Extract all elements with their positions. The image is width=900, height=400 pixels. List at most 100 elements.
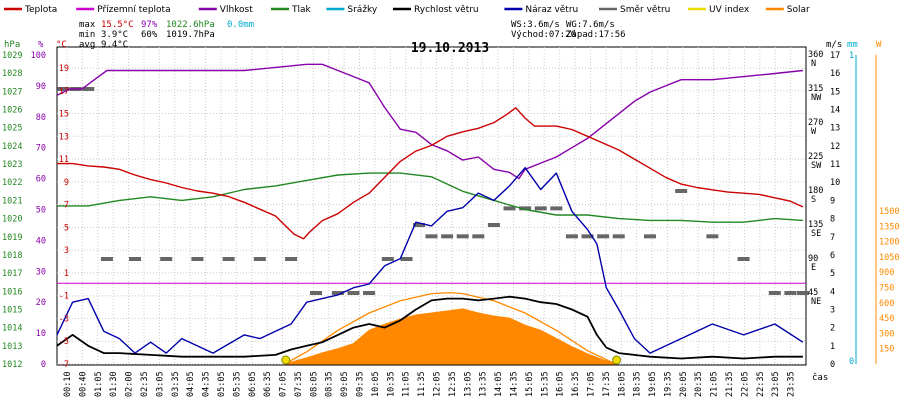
ms-tick-label: 16 xyxy=(830,69,840,79)
wm2-tick-label: 1500 xyxy=(879,207,899,217)
wind-direction-mark xyxy=(768,291,781,295)
wm2-tick-label: 150 xyxy=(879,345,894,355)
degc-tick-label: 3 xyxy=(64,246,69,256)
direction-tick-label: 315 xyxy=(808,84,823,94)
plot-area xyxy=(56,46,809,366)
x-tick-label: 10:05 xyxy=(371,371,381,397)
hpa-tick-label: 1027 xyxy=(2,87,22,97)
direction-tick-label: 45 xyxy=(808,288,818,298)
chart-title: 19.10.2013 xyxy=(411,41,489,56)
x-tick-label: 07:35 xyxy=(294,371,304,397)
x-tick-label: 23:05 xyxy=(771,371,781,397)
solar-theoretical-line xyxy=(284,291,616,365)
pct-tick-label: 60 xyxy=(36,175,46,185)
x-tick-label: 15:35 xyxy=(540,371,550,397)
x-tick-label: 17:35 xyxy=(602,371,612,397)
pct-tick-label: 10 xyxy=(36,329,46,339)
x-tick-label: 09:05 xyxy=(340,371,350,397)
legend-label: Rychlost větru xyxy=(414,5,479,15)
hpa-tick-label: 1022 xyxy=(2,178,22,188)
degc-tick-label: 13 xyxy=(59,132,69,142)
x-tick-label: 08:35 xyxy=(325,371,335,397)
wind-direction-mark xyxy=(612,234,625,239)
x-tick-label: 04:05 xyxy=(186,371,196,397)
x-tick-label: 23:35 xyxy=(787,371,797,397)
temperature-line xyxy=(57,107,804,240)
wind-direction-mark xyxy=(347,291,360,295)
wind-direction-mark xyxy=(534,206,547,211)
ms-tick-label: 1 xyxy=(830,342,835,352)
x-tick-label: 21:05 xyxy=(710,371,720,397)
stat-min-temp: 3.9°C xyxy=(101,30,128,40)
x-axis-label: čas xyxy=(812,372,828,383)
x-tick-label: 16:35 xyxy=(571,371,581,397)
legend: Teplota Přízemní teplota Vlhkost Tlak Srážky… xyxy=(4,5,810,15)
degc-tick-label: 5 xyxy=(64,223,69,233)
pct-tick-label: 50 xyxy=(36,206,46,216)
degc-tick-label: -5 xyxy=(59,337,69,347)
pct-tick-label: 90 xyxy=(36,82,46,92)
direction-name-label: E xyxy=(811,263,816,273)
stat-wg: WG:7.6m/s xyxy=(566,20,615,30)
x-tick-label: 10:35 xyxy=(386,371,396,397)
legend-label: UV index xyxy=(709,5,750,15)
legend-label: Teplota xyxy=(24,5,57,15)
stat-max-hum: 97% xyxy=(141,20,158,30)
mm-unit: mm xyxy=(847,40,858,50)
hpa-tick-label: 1021 xyxy=(2,196,22,206)
x-tick-label: 14:35 xyxy=(509,371,519,397)
x-tick-label: 14:05 xyxy=(494,371,504,397)
wind-direction-mark xyxy=(222,257,235,261)
stat-min-press: 1019.7hPa xyxy=(166,30,215,40)
wind-direction-marks xyxy=(57,87,809,295)
x-tick-label: 02:35 xyxy=(140,371,150,397)
x-tick-label: 22:35 xyxy=(756,371,766,397)
sunrise-marker xyxy=(281,355,291,365)
wm2-unit: W xyxy=(876,40,882,50)
wind-direction-mark xyxy=(441,234,454,239)
wind-direction-mark xyxy=(331,291,344,295)
hpa-tick-label: 1017 xyxy=(2,269,22,279)
x-tick-label: 17:05 xyxy=(586,371,596,397)
x-tick-label: 05:05 xyxy=(217,371,227,397)
hpa-unit: hPa xyxy=(4,40,20,50)
x-tick-label: 11:35 xyxy=(417,371,427,397)
x-tick-label: 03:05 xyxy=(155,371,165,397)
legend-label: Solar xyxy=(787,5,810,15)
direction-name-label: NE xyxy=(811,297,821,307)
wind-direction-mark xyxy=(160,257,173,261)
stat-avg-temp: 9.4°C xyxy=(101,40,128,50)
x-tick-label: 01:30 xyxy=(109,371,119,397)
x-tick-label: 22:05 xyxy=(740,371,750,397)
ms-tick-label: 11 xyxy=(830,160,840,170)
hpa-tick-label: 1023 xyxy=(2,160,22,170)
ms-tick-label: 3 xyxy=(830,305,835,315)
solar-area xyxy=(284,308,616,365)
x-tick-label: 00:10 xyxy=(63,371,73,397)
wind-direction-mark xyxy=(400,257,413,261)
hpa-tick-label: 1012 xyxy=(2,360,22,370)
pct-tick-label: 0 xyxy=(41,360,46,370)
ms-tick-label: 17 xyxy=(830,51,840,61)
hpa-tick-label: 1024 xyxy=(2,142,22,152)
stat-min-hum: 60% xyxy=(141,30,158,40)
ms-tick-label: 9 xyxy=(830,196,835,206)
wind-direction-mark xyxy=(285,257,298,261)
ms-tick-label: 12 xyxy=(830,142,840,152)
ms-tick-label: 4 xyxy=(830,287,835,297)
x-tick-label: 15:05 xyxy=(525,371,535,397)
hpa-tick-label: 1014 xyxy=(2,324,22,334)
degc-tick-label: -7 xyxy=(59,360,69,370)
mm-tick-label: 0 xyxy=(849,357,854,367)
x-tick-label: 21:35 xyxy=(725,371,735,397)
hpa-tick-label: 1020 xyxy=(2,215,22,225)
degc-tick-label: -3 xyxy=(59,314,69,324)
pct-tick-label: 70 xyxy=(36,144,46,154)
x-tick-label: 18:05 xyxy=(617,371,627,397)
wind-direction-mark xyxy=(100,257,113,261)
direction-tick-label: 135 xyxy=(808,220,823,230)
wind-direction-mark xyxy=(796,291,809,295)
wind-gust-line xyxy=(56,166,804,354)
ms-tick-label: 15 xyxy=(830,87,840,97)
